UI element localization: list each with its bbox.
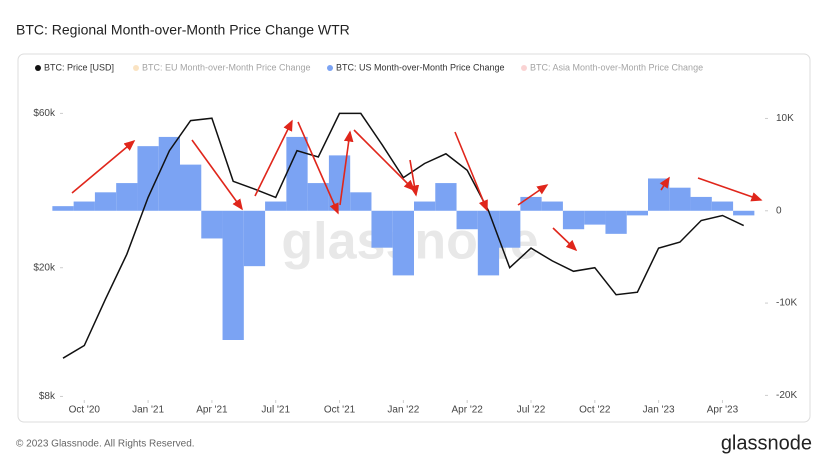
bar	[286, 136, 308, 211]
bar	[541, 201, 563, 211]
bar	[73, 201, 95, 211]
arrow	[659, 176, 670, 191]
arrow	[409, 159, 420, 197]
price-line	[62, 112, 745, 359]
bar	[371, 210, 393, 248]
bar	[307, 183, 329, 211]
bar	[265, 201, 287, 211]
x-tick-label: Jan '23	[643, 405, 675, 416]
chart-title: BTC: Regional Month-over-Month Price Cha…	[16, 22, 350, 38]
x-tick-label: Jan '21	[132, 405, 164, 416]
bar	[499, 210, 521, 248]
arrow	[353, 129, 416, 192]
bar	[733, 210, 755, 216]
legend-swatch	[35, 65, 41, 71]
x-tick-label: Apr '23	[707, 405, 739, 416]
annotations	[71, 119, 763, 252]
plot: $8k $20k $60k 10K 0 -10K -20K Oct '20 Jan '21 Apr…	[33, 108, 797, 416]
bar	[137, 146, 159, 211]
bar	[180, 164, 202, 211]
bar	[520, 196, 542, 211]
bar	[669, 187, 691, 211]
bar	[456, 210, 478, 230]
legend-label: BTC: Price [USD]	[44, 62, 114, 72]
legend-label: BTC: Asia Month-over-Month Price Change	[530, 62, 703, 72]
bar	[435, 183, 457, 211]
x-tick-label: Jul '22	[517, 405, 546, 416]
legend-swatch	[133, 65, 139, 71]
legend-swatch	[327, 65, 333, 71]
arrow	[339, 130, 354, 206]
x-tick-label: Apr '21	[196, 405, 228, 416]
bar	[711, 201, 734, 211]
legend-item: BTC: US Month-over-Month Price Change	[327, 62, 505, 72]
bar	[94, 192, 117, 211]
x-tick-label: Apr '22	[451, 405, 483, 416]
legend-label: BTC: EU Month-over-Month Price Change	[142, 62, 311, 72]
arrow	[71, 139, 136, 194]
y2-tick-label: 0	[776, 205, 782, 216]
bar	[392, 210, 414, 276]
brand: glassnode	[721, 432, 812, 454]
y-tick-label: $60k	[33, 108, 56, 119]
arrow	[697, 177, 763, 202]
bar	[584, 210, 606, 225]
y2-tick-label: 10K	[776, 113, 794, 124]
arrow	[552, 227, 578, 252]
arrow	[517, 184, 549, 206]
arrow	[191, 139, 243, 211]
arrow	[454, 131, 488, 212]
bar	[626, 210, 648, 216]
bar	[477, 210, 500, 276]
x-tick-label: Oct '22	[579, 405, 611, 416]
x-tick-label: Oct '21	[324, 405, 356, 416]
bar	[350, 192, 372, 211]
bar	[52, 206, 74, 211]
y2-tick-label: -10K	[776, 298, 797, 309]
y-tick-label: $20k	[33, 262, 56, 273]
y2-tick-label: -20K	[776, 390, 797, 401]
bar	[243, 210, 266, 267]
footer: © 2023 Glassnode. All Rights Reserved.	[16, 439, 195, 450]
arrow	[254, 119, 293, 197]
y-tick-label: $8k	[39, 391, 56, 402]
legend-item: BTC: Asia Month-over-Month Price Change	[521, 62, 703, 72]
x-tick-label: Oct '20	[69, 405, 101, 416]
bar	[414, 201, 436, 211]
bar	[201, 210, 223, 239]
legend-item: BTC: Price [USD]	[35, 62, 114, 72]
x-tick-label: Jul '21	[261, 405, 290, 416]
arrow	[297, 121, 339, 215]
bar	[562, 210, 585, 230]
bar	[116, 183, 138, 211]
bar	[605, 210, 627, 234]
bar	[690, 196, 712, 211]
bar	[158, 136, 180, 211]
bar	[222, 210, 244, 340]
legend-label: BTC: US Month-over-Month Price Change	[336, 62, 505, 72]
x-tick-label: Jan '22	[387, 405, 419, 416]
card	[17, 53, 811, 423]
legend-item: BTC: EU Month-over-Month Price Change	[133, 62, 311, 72]
legend-swatch	[521, 65, 527, 71]
